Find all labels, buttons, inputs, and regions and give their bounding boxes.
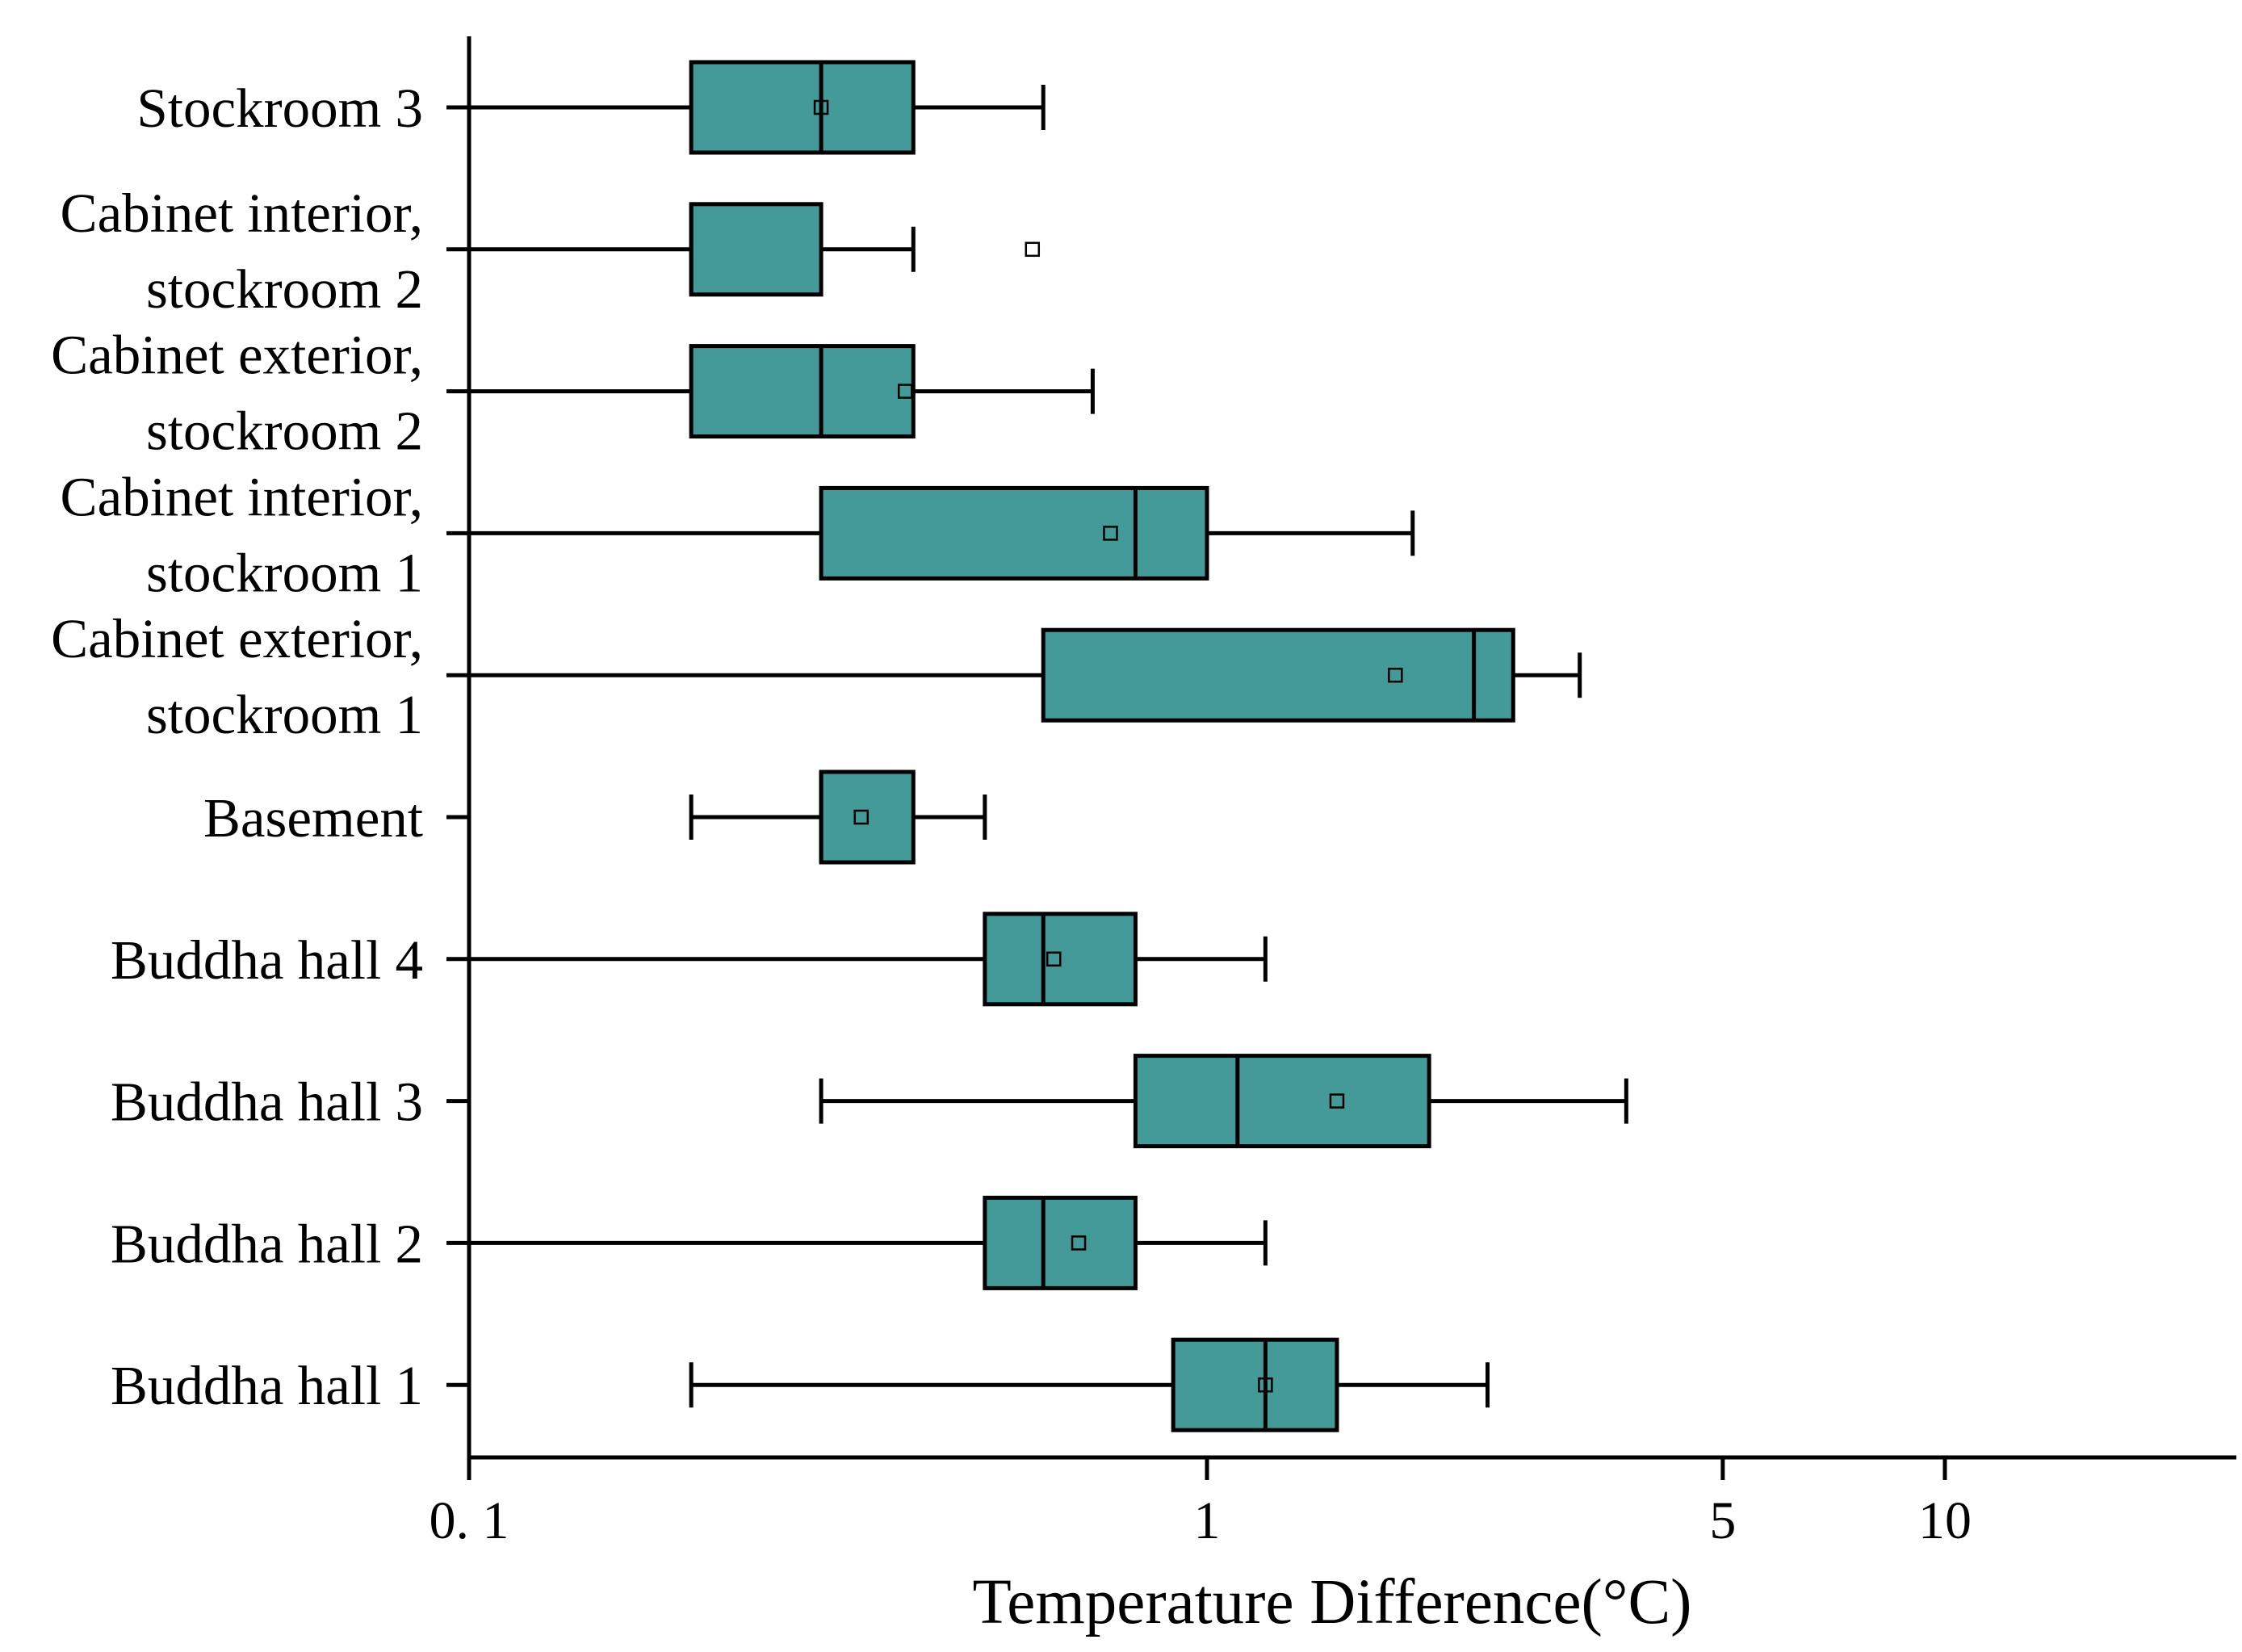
x-tick-label-1: 1 [1194,1491,1221,1550]
mean-marker-9 [1258,1377,1273,1393]
mean-marker-3 [1103,526,1118,541]
category-label-line: Cabinet interior, [61,182,423,244]
category-label-7: Buddha hall 3 [111,1071,423,1133]
category-label-line: stockroom 2 [146,400,423,462]
category-label-9: Buddha hall 1 [111,1355,423,1416]
mean-marker-4 [1388,667,1403,683]
box-9 [1171,1337,1339,1432]
category-label-line: Cabinet exterior, [51,325,423,386]
category-label-1: Cabinet interior, stockroom 2 [61,182,423,320]
mean-marker-2 [897,384,913,399]
category-label-line: Cabinet exterior, [51,608,423,669]
category-label-4: Cabinet exterior, stockroom 1 [51,608,423,745]
mean-marker-6 [1046,951,1062,967]
box-3 [819,485,1209,581]
box-7 [1133,1054,1431,1149]
category-label-2: Cabinet exterior, stockroom 2 [51,325,423,462]
x-tick-label-3: 10 [1918,1491,1972,1550]
box-8 [983,1195,1138,1290]
box-0 [689,60,916,155]
category-label-line: Cabinet interior, [61,466,423,527]
category-label-0: Stockroom 3 [136,78,423,139]
box-layer [469,60,1628,1432]
box-4 [1041,627,1515,723]
box-1 [689,202,823,297]
x-axis-title: Temperature Difference(°C) [973,1567,1692,1637]
x-tick-label-0: 0. 1 [430,1491,509,1550]
axes-layer: 0. 1 1 5 10 [430,36,2236,1550]
mean-marker-1 [1025,241,1041,258]
category-label-line: stockroom 1 [146,684,423,745]
mean-marker-7 [1329,1093,1345,1109]
mean-marker-5 [853,809,870,825]
mean-marker-0 [813,99,829,115]
category-label-8: Buddha hall 2 [111,1213,423,1274]
mean-marker-8 [1071,1235,1087,1251]
category-label-3: Cabinet interior, stockroom 1 [61,466,423,603]
x-tick-label-2: 5 [1709,1491,1736,1550]
box-2 [689,344,916,439]
category-label-5: Basement [203,787,423,849]
category-label-line: stockroom 1 [146,542,423,603]
category-label-6: Buddha hall 4 [111,929,423,991]
category-label-line: stockroom 2 [146,258,423,320]
